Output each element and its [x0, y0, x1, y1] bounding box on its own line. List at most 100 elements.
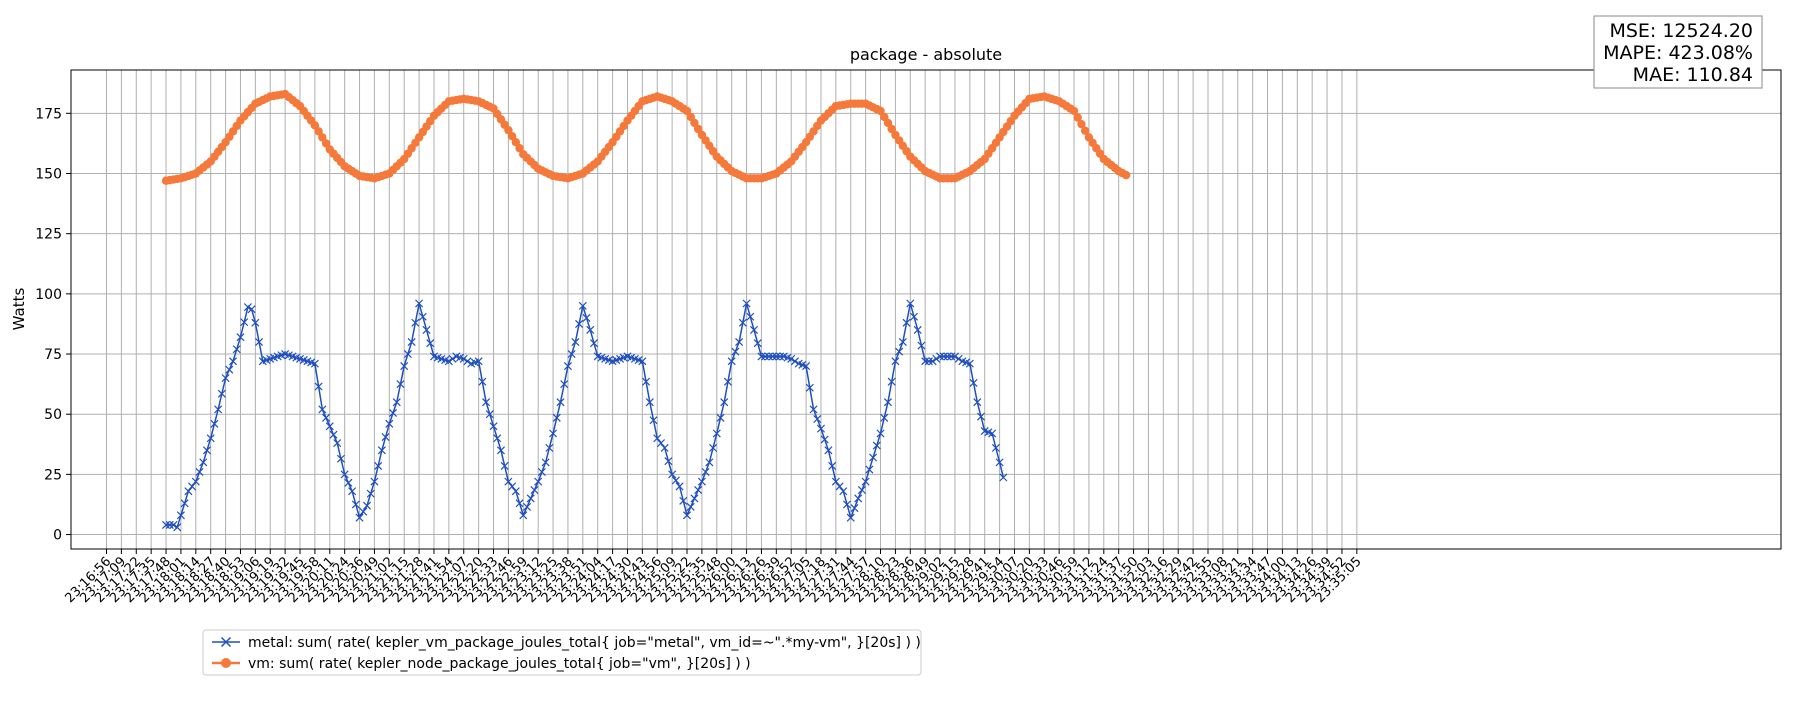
data-point-metal — [493, 434, 502, 443]
data-point-metal — [385, 419, 394, 428]
data-point-metal — [898, 337, 907, 347]
legend-marker-vm — [221, 658, 231, 668]
data-point-metal — [965, 359, 974, 368]
data-point-metal — [351, 500, 360, 509]
data-point-metal — [857, 486, 866, 495]
data-point-metal — [813, 414, 822, 424]
data-point-metal — [738, 318, 747, 327]
data-point-metal — [571, 337, 580, 347]
data-point-metal — [482, 398, 491, 407]
data-point-metal — [169, 520, 178, 529]
data-point-metal — [389, 408, 398, 418]
data-point-metal — [701, 467, 710, 476]
data-point-metal — [534, 477, 543, 486]
data-point-metal — [746, 312, 755, 321]
data-point-vm — [1121, 170, 1131, 180]
data-point-metal — [835, 482, 844, 491]
data-point-metal — [883, 398, 892, 407]
data-point-metal — [396, 380, 405, 389]
data-point-metal — [563, 362, 572, 371]
data-point-metal — [541, 458, 550, 467]
data-point-metal — [839, 487, 848, 496]
stats-box-border — [1593, 15, 1763, 89]
data-point-metal — [831, 477, 840, 486]
data-point-metal — [418, 312, 427, 321]
data-point-metal — [988, 429, 997, 438]
data-point-metal — [552, 413, 561, 422]
data-point-metal — [474, 357, 483, 366]
data-point-metal — [932, 354, 941, 363]
data-point-metal — [240, 318, 249, 327]
data-point-metal — [887, 377, 896, 386]
data-point-metal — [776, 352, 785, 361]
data-point-metal — [426, 339, 435, 348]
y-tick-label: 150 — [35, 167, 62, 183]
data-point-vm — [507, 131, 517, 141]
data-point-metal — [415, 299, 424, 308]
y-axis-label: Watts — [10, 288, 28, 331]
data-point-metal — [176, 511, 185, 520]
data-point-vm — [883, 118, 893, 128]
data-point-metal — [664, 457, 673, 466]
data-point-metal — [314, 382, 323, 391]
data-point-metal — [567, 350, 576, 359]
data-point-metal — [251, 318, 260, 327]
y-tick-label: 175 — [35, 106, 62, 122]
data-point-metal — [913, 325, 922, 334]
data-point-metal — [202, 446, 211, 455]
series-vm — [161, 89, 1131, 185]
data-point-metal — [217, 389, 226, 398]
data-point-metal — [508, 482, 517, 491]
data-point-metal — [325, 422, 334, 431]
data-point-metal — [790, 357, 799, 366]
stats-mae: MAE: 110.84 — [1633, 64, 1753, 86]
data-point-vm — [318, 133, 327, 142]
data-point-metal — [705, 458, 714, 467]
data-point-metal — [716, 413, 725, 422]
legend: metal: sum( rate( kepler_vm_package_joul… — [202, 629, 922, 676]
y-tick-label: 125 — [35, 227, 62, 243]
data-point-metal — [329, 430, 338, 439]
data-point-metal — [504, 477, 513, 486]
data-point-metal — [374, 461, 383, 470]
data-point-metal — [999, 473, 1008, 482]
data-point-metal — [586, 325, 595, 334]
data-point-metal — [255, 337, 264, 347]
series-metal — [162, 299, 1008, 532]
data-point-metal — [195, 467, 204, 476]
data-point-metal — [537, 467, 546, 476]
data-point-metal — [188, 482, 197, 491]
data-point-metal — [943, 352, 952, 361]
data-point-metal — [173, 523, 182, 532]
data-point-metal — [310, 359, 319, 368]
data-point-vm — [511, 138, 521, 147]
stats-box: MSE: 12524.20 MAPE: 423.08% MAE: 110.84 — [1593, 15, 1763, 89]
data-point-metal — [872, 441, 881, 450]
data-point-metal — [228, 357, 238, 366]
data-point-metal — [232, 345, 241, 354]
data-point-metal — [199, 458, 208, 467]
y-tick-label: 25 — [44, 467, 62, 483]
data-point-metal — [381, 433, 390, 442]
data-point-metal — [463, 357, 472, 366]
data-point-metal — [318, 405, 327, 414]
data-point-metal — [519, 511, 528, 520]
data-point-metal — [660, 443, 669, 452]
data-point-metal — [377, 446, 386, 455]
data-point-metal — [411, 318, 420, 327]
data-point-metal — [723, 377, 732, 386]
data-point-metal — [694, 486, 703, 495]
data-point-metal — [761, 352, 770, 361]
data-point-metal — [206, 434, 215, 443]
legend-marker-metal — [220, 636, 232, 648]
data-point-metal — [928, 357, 937, 366]
data-point-metal — [366, 489, 375, 498]
data-point-metal — [787, 354, 796, 363]
data-point-metal — [348, 487, 357, 496]
data-point-metal — [973, 398, 982, 407]
data-point-metal — [891, 357, 900, 366]
data-point-vm — [310, 121, 320, 130]
data-point-metal — [749, 325, 759, 334]
y-tick-label: 50 — [44, 407, 62, 423]
